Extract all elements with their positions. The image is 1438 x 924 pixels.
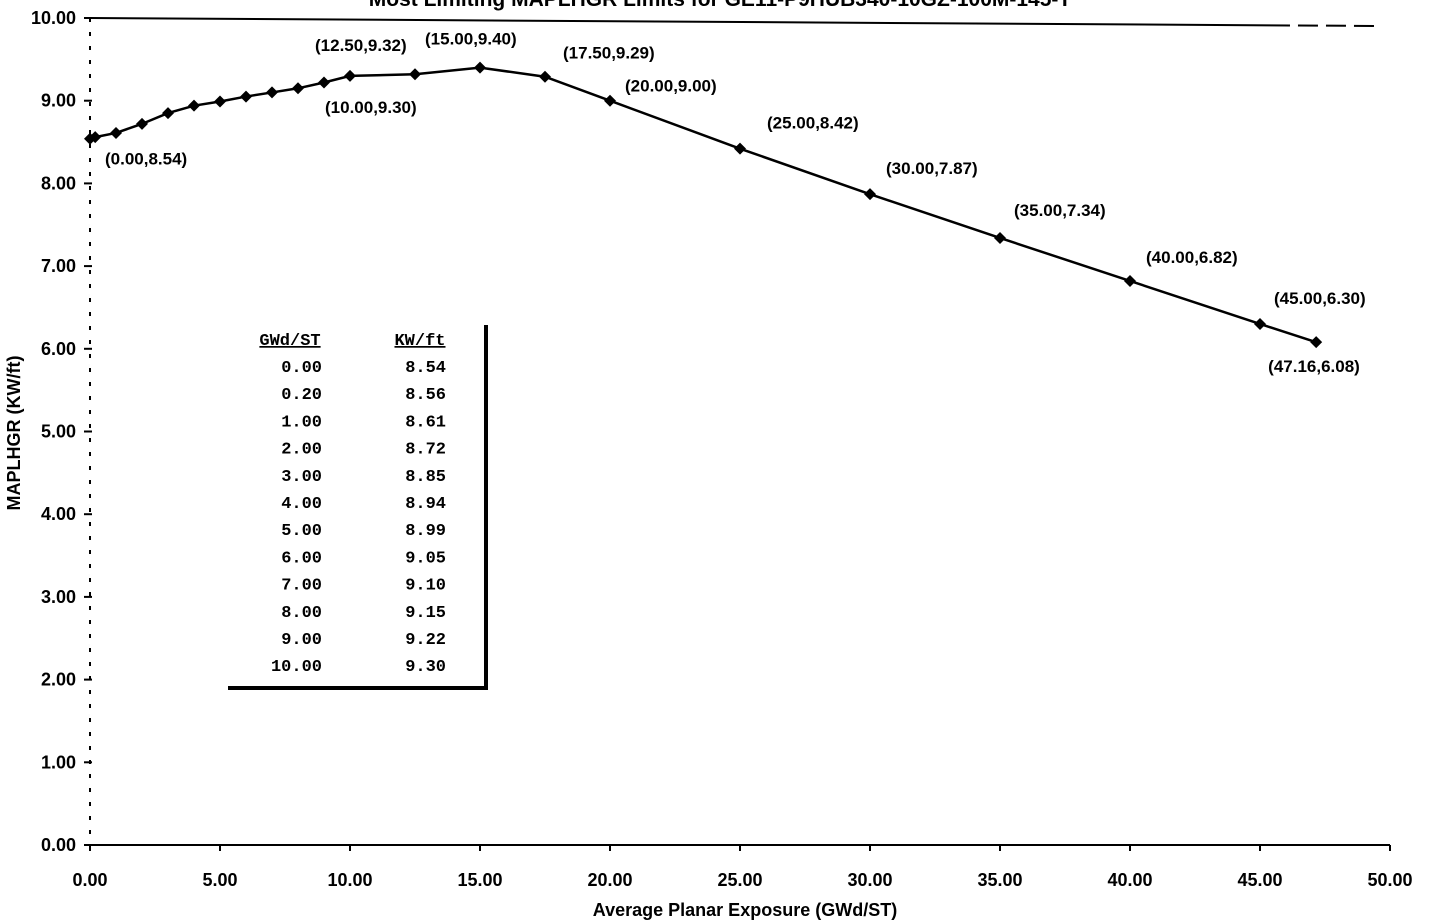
x-tick-label: 10.00 [327,870,372,890]
data-label: (40.00,6.82) [1146,248,1238,267]
table-cell: 9.05 [405,549,446,568]
table-cell: 7.00 [281,577,322,596]
data-point-marker [1254,317,1266,330]
x-tick-label: 35.00 [977,870,1022,890]
data-point-marker [110,126,122,139]
table-header: GWd/ST [259,332,320,351]
x-tick-label: 30.00 [847,870,892,890]
table-cell: 9.22 [405,631,446,650]
x-tick-label: 40.00 [1107,870,1152,890]
data-table: GWd/ST KW/ft 0.00 8.54 0.20 8.56 1.00 8.61 2.00 8… [228,325,488,690]
table-cell: 0.00 [281,359,322,378]
table-cell: 8.56 [405,386,446,405]
table-cell: 8.94 [405,495,446,514]
x-tick-label: 20.00 [587,870,632,890]
data-labels: (0.00,8.54) (10.00,9.30) (12.50,9.32) (15.0… [105,30,1366,377]
x-axis-label: Average Planar Exposure (GWd/ST) [593,900,897,920]
table-cell: 9.30 [405,658,446,677]
y-tick-label: 10.00 [31,8,76,28]
y-axis-ticks: 0.00 1.00 2.00 3.00 4.00 5.00 6.00 7.00 8.00 9.00… [31,8,92,855]
table-cell: 8.61 [405,413,446,432]
data-point-marker [539,70,551,83]
data-label: (17.50,9.29) [563,44,655,63]
data-point-marker [474,61,486,74]
x-tick-label: 50.00 [1367,870,1412,890]
data-label: (35.00,7.34) [1014,201,1106,220]
table-cell: 1.00 [281,413,322,432]
y-tick-label: 1.00 [41,752,76,772]
data-point-marker [266,86,278,99]
table-cell: 8.54 [405,359,446,378]
series-line [89,66,1317,344]
data-point-marker [1124,274,1136,287]
x-tick-label: 25.00 [717,870,762,890]
table-cell: 9.10 [405,577,446,596]
y-tick-label: 7.00 [41,256,76,276]
y-tick-label: 3.00 [41,587,76,607]
data-point-marker [994,231,1006,244]
table-cell: 4.00 [281,495,322,514]
series-polyline [89,66,1317,344]
y-tick-label: 6.00 [41,339,76,359]
top-frame-line [89,17,1381,27]
y-tick-label: 2.00 [41,670,76,690]
x-tick-label: 15.00 [457,870,502,890]
table-header: KW/ft [394,332,445,351]
data-label: (30.00,7.87) [886,159,978,178]
data-point-marker [1310,336,1323,349]
y-tick-label: 9.00 [41,91,76,111]
data-point-marker [136,117,148,130]
y-tick-label: 8.00 [41,173,76,193]
data-point-marker [240,90,252,103]
table-cell: 8.99 [405,522,446,541]
data-label: (15.00,9.40) [425,30,517,49]
table-cell: 2.00 [281,441,322,460]
data-label: (47.16,6.08) [1268,357,1360,376]
data-point-marker [734,142,746,155]
data-point-marker [214,95,226,108]
table-cell: 8.72 [405,441,446,460]
data-point-marker [864,188,876,201]
y-tick-label: 0.00 [41,835,76,855]
x-tick-label: 45.00 [1237,870,1282,890]
series-markers [84,61,1323,349]
data-point-marker [188,99,200,112]
table-cell: 6.00 [281,549,322,568]
table-cell: 10.00 [271,658,322,677]
chart-title: Most Limiting MAPLHGR Limits for GE11-P9… [369,0,1072,11]
data-label: (45.00,6.30) [1274,289,1366,308]
table-cell: 5.00 [281,522,322,541]
data-label: (25.00,8.42) [767,114,859,133]
data-point-marker [604,94,616,107]
table-cell: 8.85 [405,468,446,487]
data-point-marker [318,76,330,89]
data-point-marker [89,131,102,144]
table-cell: 8.00 [281,604,322,623]
x-tick-label: 0.00 [72,870,107,890]
data-point-marker [162,107,174,120]
data-label: (0.00,8.54) [105,150,187,169]
data-label: (10.00,9.30) [325,98,417,117]
x-axis-ticks: 0.00 5.00 10.00 15.00 20.00 25.00 30.00 35.00 40… [72,845,1413,890]
y-tick-label: 5.00 [41,422,76,442]
x-tick-label: 5.00 [202,870,237,890]
table-cell: 9.00 [281,631,322,650]
table-cell: 0.20 [281,386,322,405]
data-point-marker [344,69,356,82]
table-cell: 3.00 [281,468,322,487]
data-label: (12.50,9.32) [315,36,407,55]
data-point-marker [292,82,304,95]
data-label: (20.00,9.00) [625,77,717,96]
y-axis-label: MAPLHGR (KW/ft) [4,356,24,511]
data-point-marker [409,68,421,81]
y-tick-label: 4.00 [41,504,76,524]
table-cell: 9.15 [405,604,446,623]
